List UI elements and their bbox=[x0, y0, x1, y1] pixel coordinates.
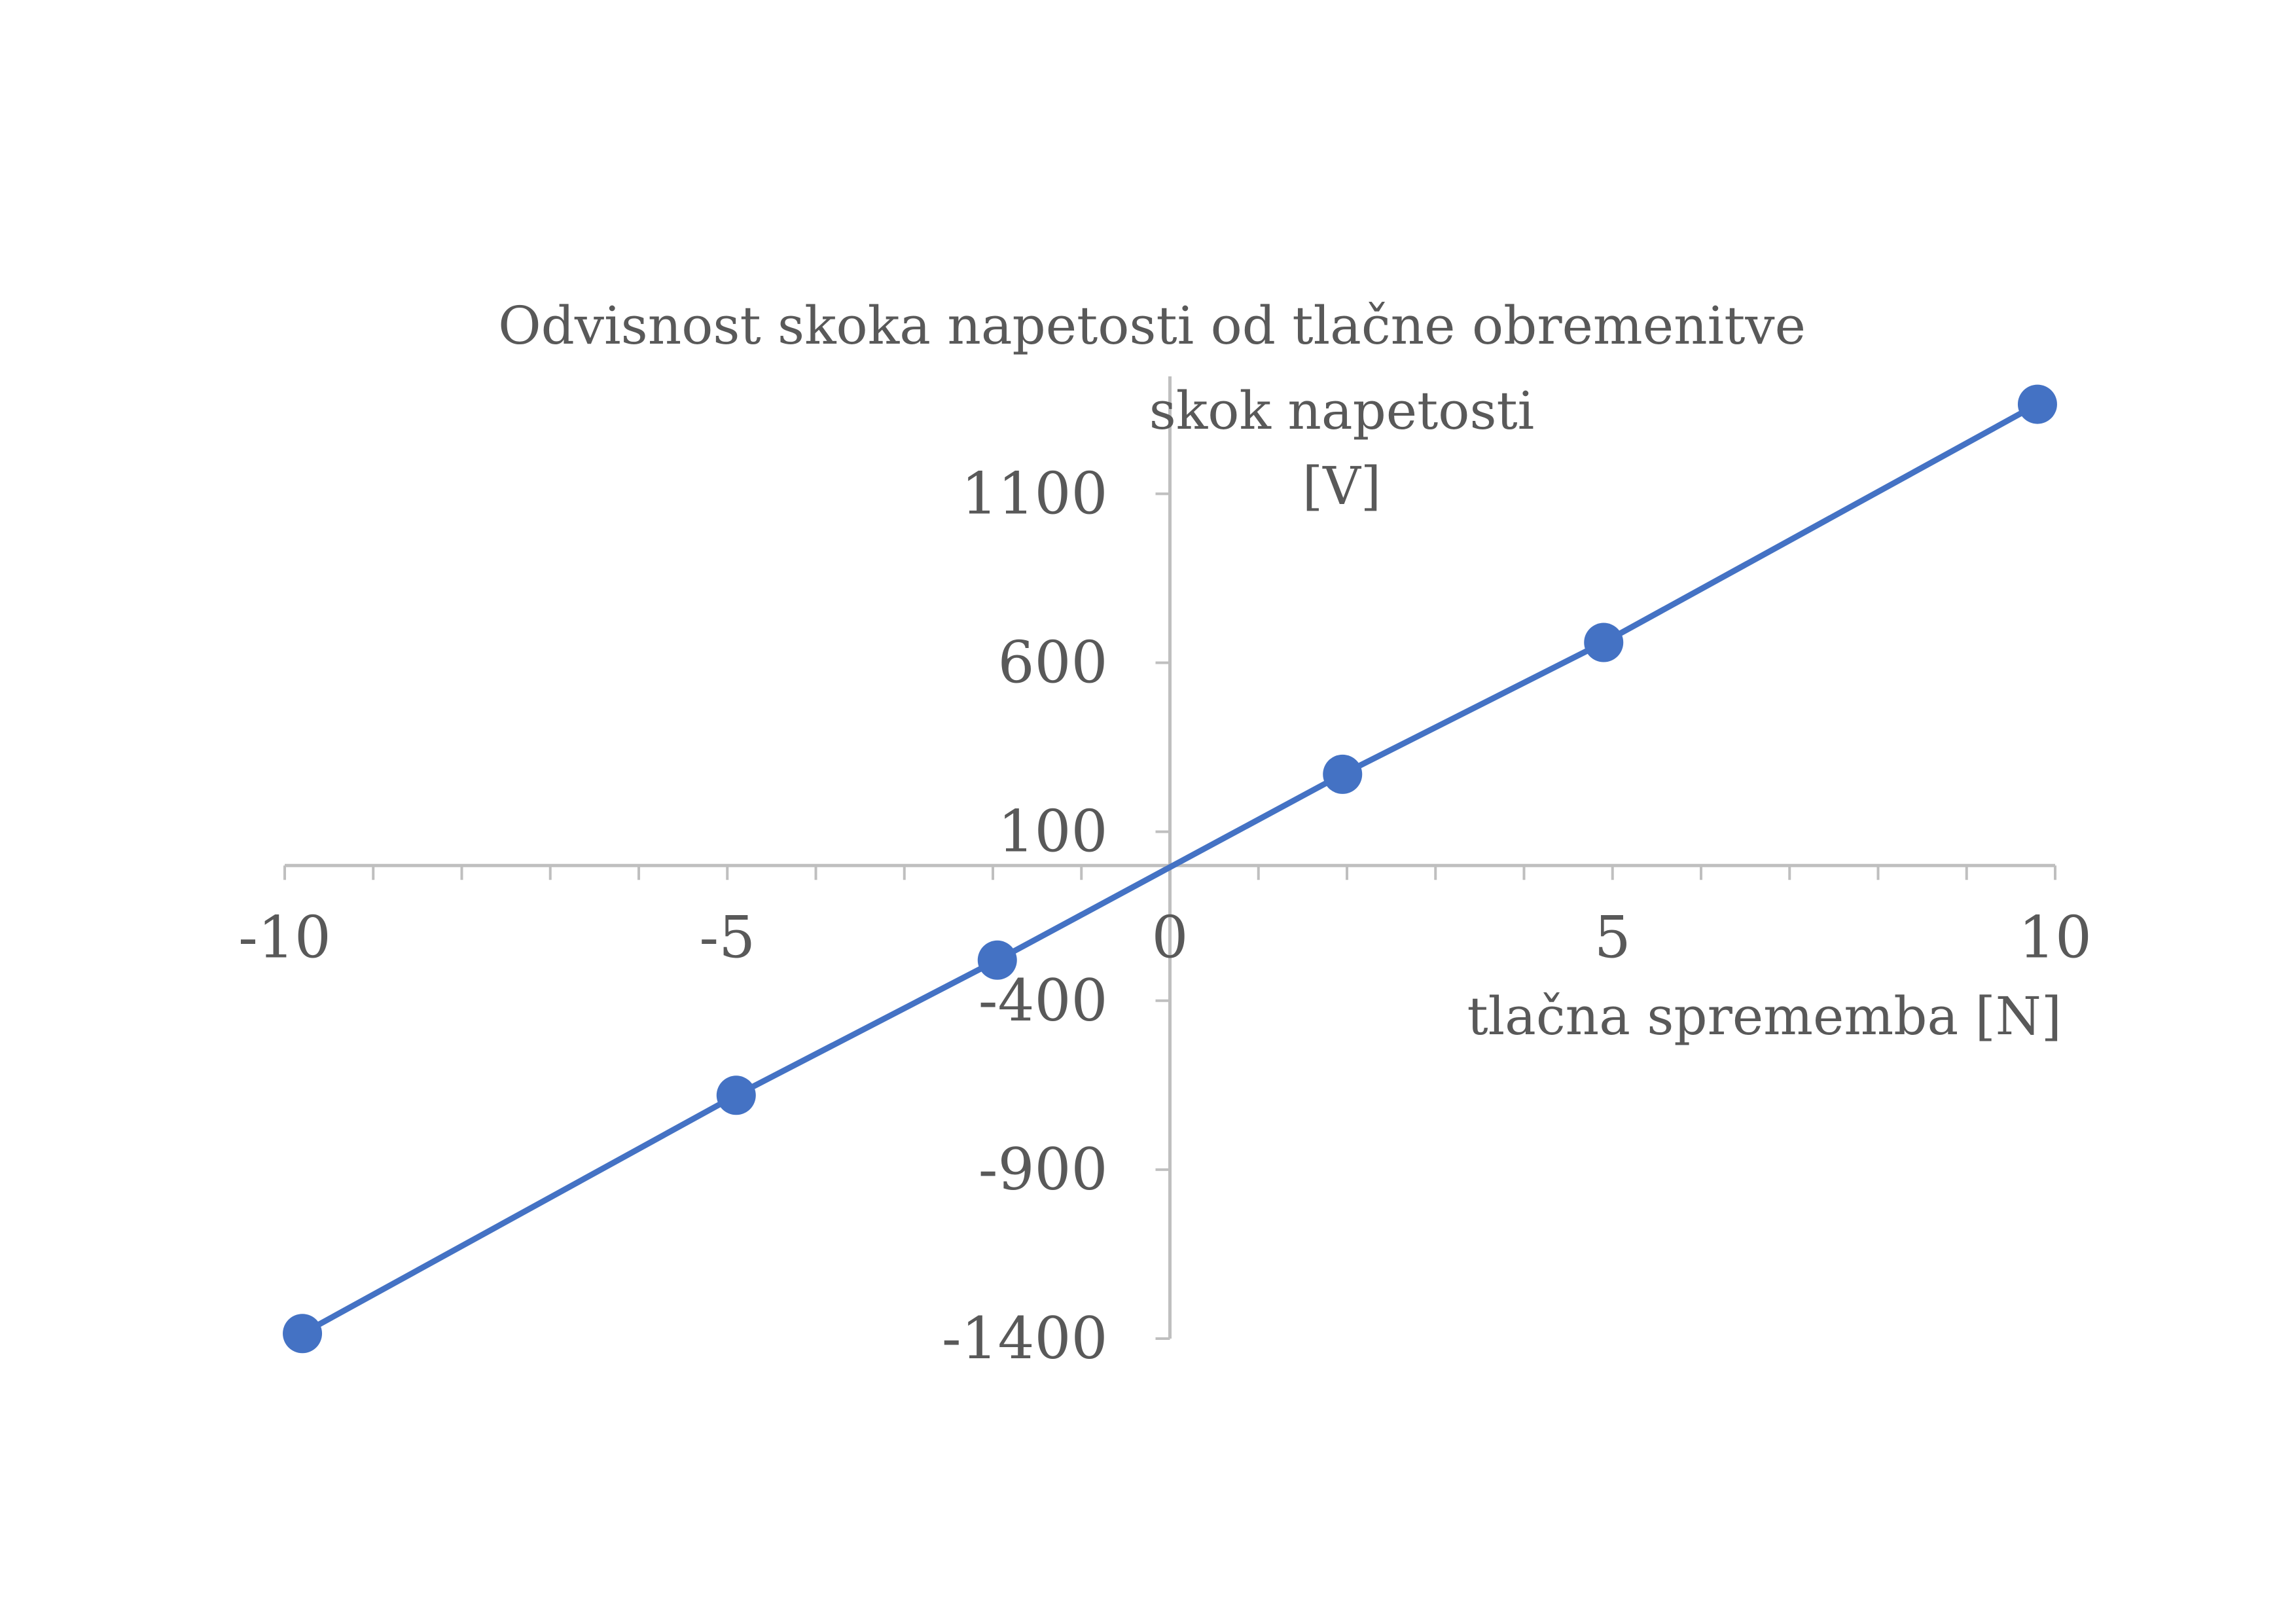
x-tick-label: 0 bbox=[1152, 903, 1189, 971]
y-tick-label: 100 bbox=[998, 798, 1108, 865]
x-tick-label: -5 bbox=[699, 903, 755, 971]
data-point bbox=[1584, 623, 1624, 662]
y-tick-label: -1400 bbox=[942, 1305, 1108, 1372]
x-tick-label: 10 bbox=[2018, 903, 2092, 971]
y-axis-ticks bbox=[1155, 492, 1170, 1340]
y-tick-label: -900 bbox=[978, 1136, 1108, 1203]
y-tick-label: 1100 bbox=[961, 460, 1108, 527]
data-point bbox=[2017, 384, 2057, 424]
y-axis-title-line-2: [V] bbox=[1302, 456, 1381, 516]
y-tick-label: 600 bbox=[998, 629, 1108, 696]
x-tick-label: 5 bbox=[1594, 903, 1631, 971]
data-point bbox=[1323, 754, 1363, 794]
series-line bbox=[299, 401, 2041, 1337]
data-point bbox=[716, 1075, 756, 1115]
series-group bbox=[283, 384, 2057, 1354]
data-point bbox=[977, 940, 1017, 980]
x-axis-ticks bbox=[283, 865, 2056, 880]
x-axis-title: tlačna sprememba [N] bbox=[1467, 986, 2062, 1047]
y-axis-title-line-1: skok napetosti bbox=[1149, 380, 1534, 441]
x-tick-label: -10 bbox=[238, 903, 331, 971]
x-axis-tick-labels: -10 -5 0 5 10 bbox=[238, 903, 2092, 971]
chart-title: Odvisnost skoka napetosti od tlačne obre… bbox=[498, 295, 1806, 356]
data-point bbox=[283, 1314, 323, 1354]
